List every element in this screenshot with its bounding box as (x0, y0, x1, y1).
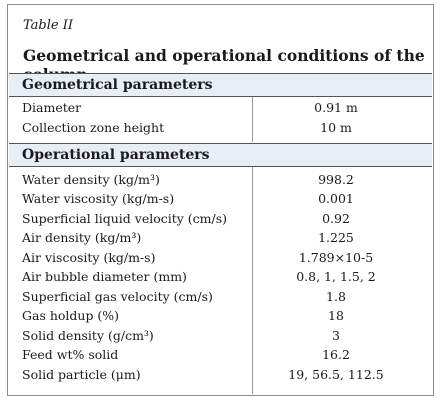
table-row: Solid particle (μm) 19, 56.5, 112.5 (8, 367, 433, 385)
param-value: 1.789×10-5 (298, 250, 374, 265)
param-name: Water viscosity (kg/m-s) (22, 191, 175, 206)
section-title: Operational parameters (22, 147, 210, 163)
param-name: Air bubble diameter (mm) (22, 269, 187, 284)
table-row: Superficial gas velocity (cm/s) 1.8 (8, 289, 433, 307)
param-name: Solid density (g/cm³) (22, 328, 154, 343)
table-row: Air bubble diameter (mm) 0.8, 1, 1.5, 2 (8, 269, 433, 287)
param-name: Superficial liquid velocity (cm/s) (22, 211, 228, 226)
param-name: Superficial gas velocity (cm/s) (22, 289, 213, 304)
table-row: Gas holdup (%) 18 (8, 308, 433, 326)
column-divider (252, 167, 253, 394)
param-value: 3 (332, 328, 340, 343)
param-value: 1.225 (318, 230, 354, 245)
param-name: Collection zone height (22, 120, 165, 135)
table-row: Air density (kg/m³) 1.225 (8, 230, 433, 248)
section-header-geometrical: Geometrical parameters (9, 73, 432, 97)
param-value: 0.91 m (314, 100, 358, 115)
param-name: Diameter (22, 100, 82, 115)
param-name: Gas holdup (%) (22, 308, 120, 323)
section-header-operational: Operational parameters (9, 143, 432, 167)
table-row: Solid density (g/cm³) 3 (8, 328, 433, 346)
column-divider (252, 97, 253, 142)
table-row: Air viscosity (kg/m-s) 1.789×10-5 (8, 250, 433, 268)
table-row: Diameter 0.91 m (8, 100, 433, 118)
param-value: 0.8, 1, 1.5, 2 (296, 269, 376, 284)
table-row: Water viscosity (kg/m-s) 0.001 (8, 191, 433, 209)
param-value: 1.8 (326, 289, 346, 304)
param-value: 0.92 (322, 211, 350, 226)
param-name: Feed wt% solid (22, 347, 119, 362)
table-row: Water density (kg/m³) 998.2 (8, 172, 433, 190)
section-title: Geometrical parameters (22, 77, 213, 93)
param-value: 19, 56.5, 112.5 (288, 367, 384, 382)
table-row: Superficial liquid velocity (cm/s) 0.92 (8, 211, 433, 229)
param-value: 10 m (320, 120, 352, 135)
param-name: Air density (kg/m³) (22, 230, 142, 245)
table-row: Feed wt% solid 16.2 (8, 347, 433, 365)
param-name: Solid particle (μm) (22, 367, 141, 382)
param-value: 0.001 (318, 191, 354, 206)
param-value: 16.2 (322, 347, 350, 362)
table-label: Table II (23, 18, 73, 33)
param-name: Air viscosity (kg/m-s) (22, 250, 156, 265)
param-value: 18 (328, 308, 344, 323)
param-name: Water density (kg/m³) (22, 172, 160, 187)
param-value: 998.2 (318, 172, 354, 187)
table-frame: Table II Geometrical and operational con… (7, 4, 434, 396)
table-row: Collection zone height 10 m (8, 120, 433, 138)
